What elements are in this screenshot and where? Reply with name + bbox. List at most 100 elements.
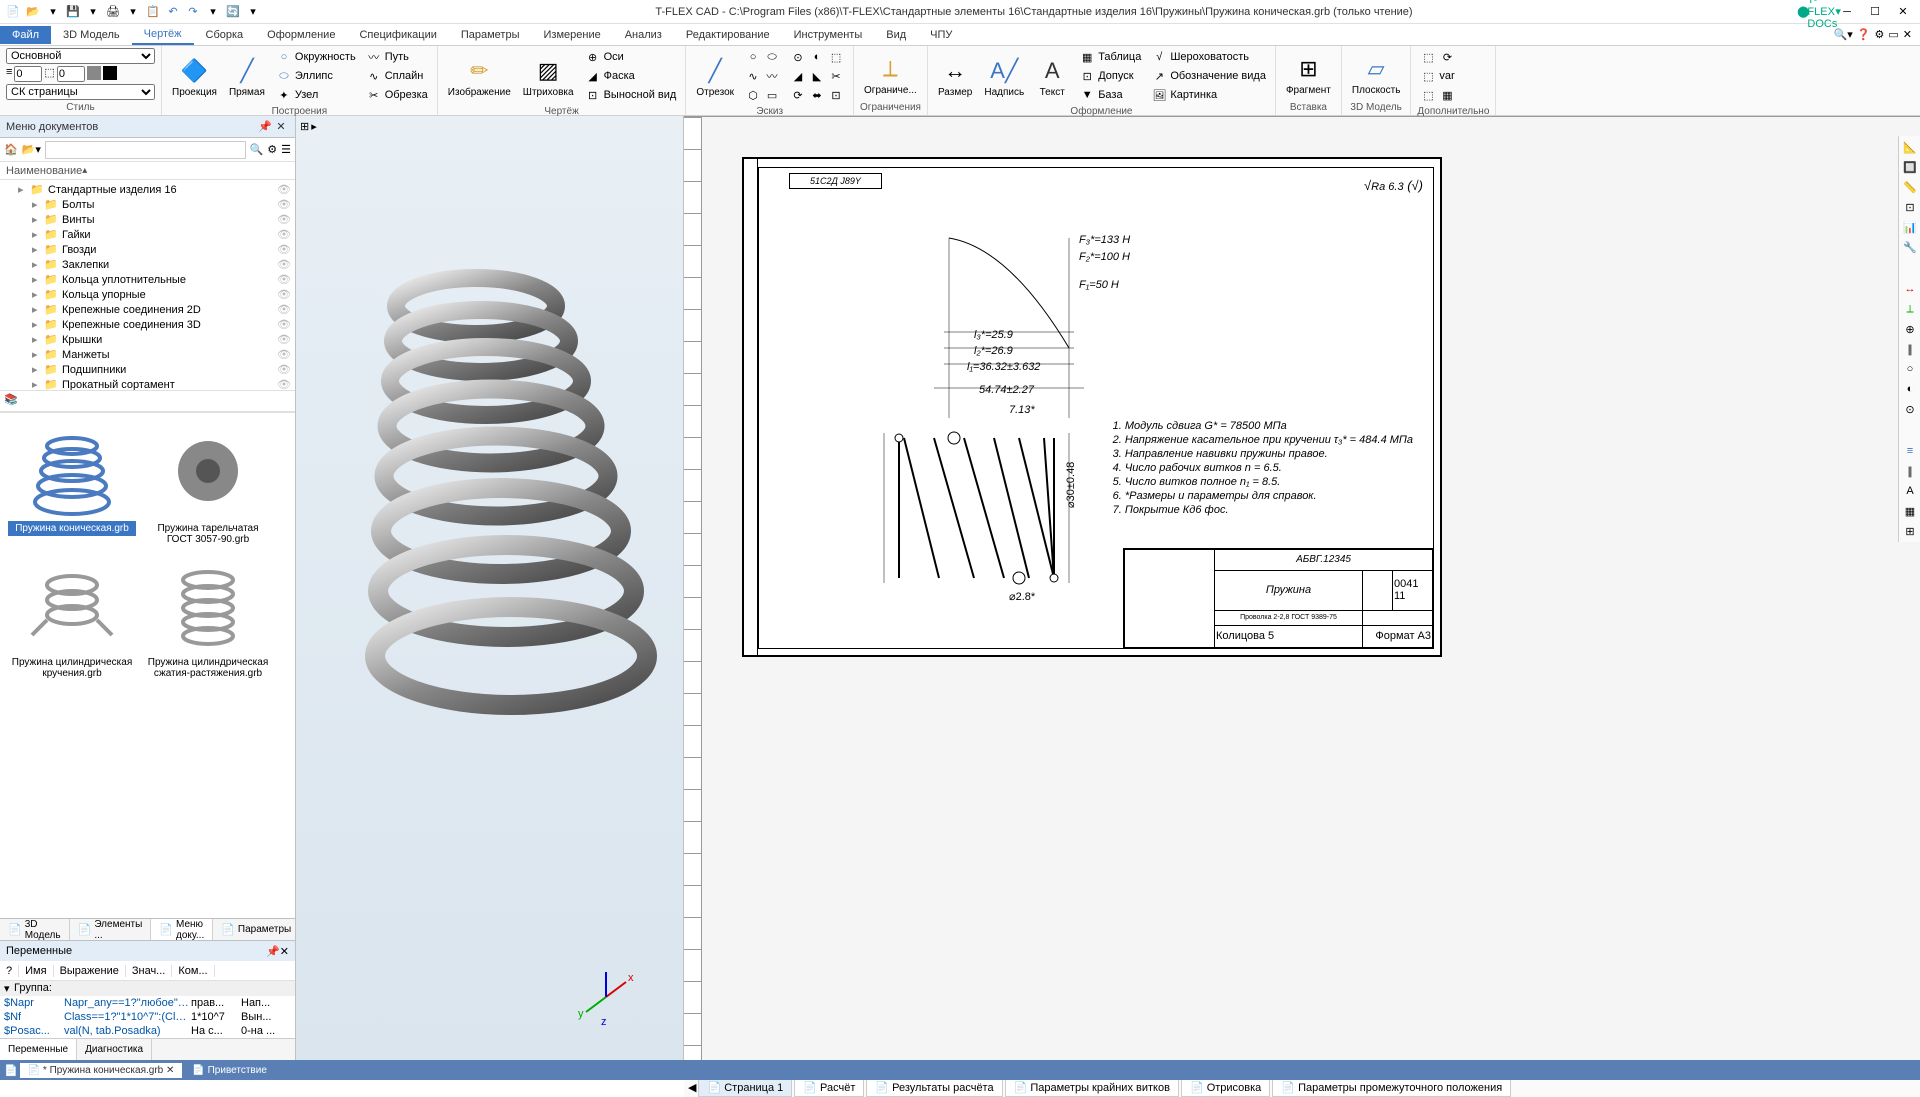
sk1[interactable]: ○⬭ bbox=[742, 48, 783, 66]
rt3-icon[interactable]: 📏 bbox=[1901, 178, 1919, 196]
rt13-icon[interactable]: ⊙ bbox=[1901, 400, 1919, 418]
tab-assembly[interactable]: Сборка bbox=[194, 26, 256, 44]
path-button[interactable]: 〰Путь bbox=[363, 48, 431, 66]
preview-item[interactable]: Пружина цилиндрическая кручения.grb bbox=[8, 555, 136, 681]
maximize-icon[interactable]: ☐ bbox=[1862, 2, 1888, 22]
bottom-tab[interactable]: 📄Меню доку... bbox=[151, 919, 213, 940]
qat-save-icon[interactable]: 💾 bbox=[64, 3, 82, 21]
desig-button[interactable]: ↗Обозначение вида bbox=[1148, 67, 1269, 85]
hatch-button[interactable]: ▨Штриховка bbox=[519, 53, 578, 100]
line-style-icon[interactable]: ≡ bbox=[6, 66, 12, 82]
tree-header[interactable]: Наименование ▴ bbox=[0, 162, 295, 180]
tree-item[interactable]: ▸📁Прокатный сортамент👁 bbox=[0, 377, 295, 390]
ext-button[interactable]: ⊡Выносной вид bbox=[582, 86, 680, 104]
tree-item[interactable]: ▸📁Заклепки👁 bbox=[0, 257, 295, 272]
qat-dd3-icon[interactable]: ▾ bbox=[124, 3, 142, 21]
pic-button[interactable]: 🖼Картинка bbox=[1148, 86, 1269, 104]
search-btn-icon[interactable]: 🔍 bbox=[250, 143, 264, 156]
search-icon[interactable]: 🔍▾ bbox=[1834, 28, 1853, 41]
x2[interactable]: ⬚var bbox=[1417, 67, 1458, 85]
tab-analysis[interactable]: Анализ bbox=[613, 26, 674, 44]
close2-icon[interactable]: ✕ bbox=[1903, 28, 1912, 41]
rt16-icon[interactable]: A bbox=[1901, 482, 1919, 500]
qat-d5-icon[interactable]: ▾ bbox=[244, 3, 262, 21]
cs-select[interactable]: СК страницы bbox=[6, 84, 155, 100]
axis-button[interactable]: ⊕Оси bbox=[582, 48, 680, 66]
note-button[interactable]: A╱Надпись bbox=[980, 53, 1028, 100]
rt15-icon[interactable]: ∥ bbox=[1901, 462, 1919, 480]
tree-item[interactable]: ▸📁Крепежные соединения 2D👁 bbox=[0, 302, 295, 317]
sk3[interactable]: ⬡▭ bbox=[742, 86, 783, 104]
minimize-icon[interactable]: ─ bbox=[1834, 2, 1860, 22]
list-icon[interactable]: ☰ bbox=[281, 143, 291, 156]
drawing-view[interactable]: 0204060801001201401601802002202402602803… bbox=[684, 116, 1920, 1060]
preview-item[interactable]: Пружина коническая.grb bbox=[8, 421, 136, 547]
folder-icon[interactable]: 📂▾ bbox=[22, 143, 41, 156]
val2-input[interactable] bbox=[57, 66, 85, 82]
page-tab[interactable]: 📄 Расчёт bbox=[794, 1078, 864, 1097]
vars-tab[interactable]: Диагностика bbox=[77, 1039, 152, 1060]
tab-edit[interactable]: Редактирование bbox=[674, 26, 782, 44]
bottom-tab[interactable]: 📄3D Модель bbox=[0, 919, 70, 940]
rt12-icon[interactable]: ◐ bbox=[1901, 380, 1919, 398]
qat-open-icon[interactable]: 📂 bbox=[24, 3, 42, 21]
qat-new-icon[interactable]: 📄 bbox=[4, 3, 22, 21]
close-panel-icon[interactable]: ✕ bbox=[273, 120, 289, 133]
pin-icon[interactable]: 📌 bbox=[257, 120, 273, 133]
rt18-icon[interactable]: ⊞ bbox=[1901, 522, 1919, 540]
tab-spec[interactable]: Спецификации bbox=[347, 26, 448, 44]
tab-format[interactable]: Оформление bbox=[255, 26, 347, 44]
ico2[interactable]: ⬚ bbox=[44, 66, 54, 82]
doc-tab[interactable]: 📄 Приветствие bbox=[184, 1063, 275, 1078]
tab-3dmodel[interactable]: 3D Модель bbox=[51, 26, 132, 44]
segment-button[interactable]: ╱Отрезок bbox=[692, 53, 738, 100]
tree-item[interactable]: ▸📁Подшипники👁 bbox=[0, 362, 295, 377]
projection-button[interactable]: 🔷Проекция bbox=[168, 53, 221, 100]
ellipse-button[interactable]: ⬭Эллипс bbox=[273, 67, 359, 85]
doctab-list-icon[interactable]: 📄 bbox=[4, 1064, 18, 1077]
qat-d4-icon[interactable]: ▾ bbox=[204, 3, 222, 21]
rt11-icon[interactable]: ○ bbox=[1901, 360, 1919, 378]
help-icon[interactable]: ❓ bbox=[1857, 28, 1871, 41]
tab-measure[interactable]: Измерение bbox=[532, 26, 613, 44]
qat-undo-icon[interactable]: ↶ bbox=[164, 3, 182, 21]
lib-icon[interactable]: 📚 bbox=[4, 394, 18, 406]
var-row[interactable]: $Posac...val(N, tab.Posadka)На с...0-на … bbox=[0, 1024, 295, 1038]
tree-item[interactable]: ▸📁Кольца упорные👁 bbox=[0, 287, 295, 302]
vars-pin-icon[interactable]: 📌 bbox=[266, 945, 280, 958]
rt1-icon[interactable]: 📐 bbox=[1901, 138, 1919, 156]
tree-item[interactable]: ▸📁Болты👁 bbox=[0, 197, 295, 212]
tree-item[interactable]: ▸📁Гайки👁 bbox=[0, 227, 295, 242]
tab-view[interactable]: Вид bbox=[874, 26, 918, 44]
plane-button[interactable]: ▱Плоскость bbox=[1348, 51, 1405, 98]
size-button[interactable]: ↔Размер bbox=[934, 53, 976, 100]
base-button[interactable]: ▼База bbox=[1076, 86, 1144, 104]
tol-button[interactable]: ⊡Допуск bbox=[1076, 67, 1144, 85]
rt6-icon[interactable]: 🔧 bbox=[1901, 238, 1919, 256]
tree-item[interactable]: ▸📁Крепежные соединения 3D👁 bbox=[0, 317, 295, 332]
trim-button[interactable]: ✂Обрезка bbox=[363, 86, 431, 104]
home-icon[interactable]: 🏠 bbox=[4, 143, 18, 156]
sk5[interactable]: ◢◣✂ bbox=[787, 67, 847, 85]
tree-item[interactable]: ▸📁Кольца уплотнительные👁 bbox=[0, 272, 295, 287]
sk4[interactable]: ⊙◐⬚ bbox=[787, 48, 847, 66]
window-icon[interactable]: ▭ bbox=[1888, 28, 1898, 41]
qat-print-icon[interactable]: 🖨 bbox=[104, 3, 122, 21]
vars-tab[interactable]: Переменные bbox=[0, 1039, 77, 1060]
v3d-dd-icon[interactable]: ▸ bbox=[311, 120, 317, 133]
page-tab[interactable]: 📄 Страница 1 bbox=[698, 1078, 792, 1097]
color1-icon[interactable] bbox=[87, 66, 101, 80]
tree-item[interactable]: ▸📁Стандартные изделия 16👁 bbox=[0, 182, 295, 197]
search-input[interactable] bbox=[45, 141, 246, 159]
rt7-icon[interactable]: ↔ bbox=[1901, 280, 1919, 298]
line-button[interactable]: ╱Прямая bbox=[225, 53, 269, 100]
tab-tools[interactable]: Инструменты bbox=[782, 26, 875, 44]
qat-copy-icon[interactable]: 📋 bbox=[144, 3, 162, 21]
x3[interactable]: ⬚▦ bbox=[1417, 86, 1458, 104]
var-row[interactable]: $NaprNapr_any==1?"любое":(Napr==...прав.… bbox=[0, 996, 295, 1010]
val1-input[interactable] bbox=[14, 66, 42, 82]
tree-item[interactable]: ▸📁Гвозди👁 bbox=[0, 242, 295, 257]
rt14-icon[interactable]: ≡ bbox=[1901, 442, 1919, 460]
pt-nav-first-icon[interactable]: ◀ bbox=[688, 1081, 696, 1094]
rt9-icon[interactable]: ⊕ bbox=[1901, 320, 1919, 338]
